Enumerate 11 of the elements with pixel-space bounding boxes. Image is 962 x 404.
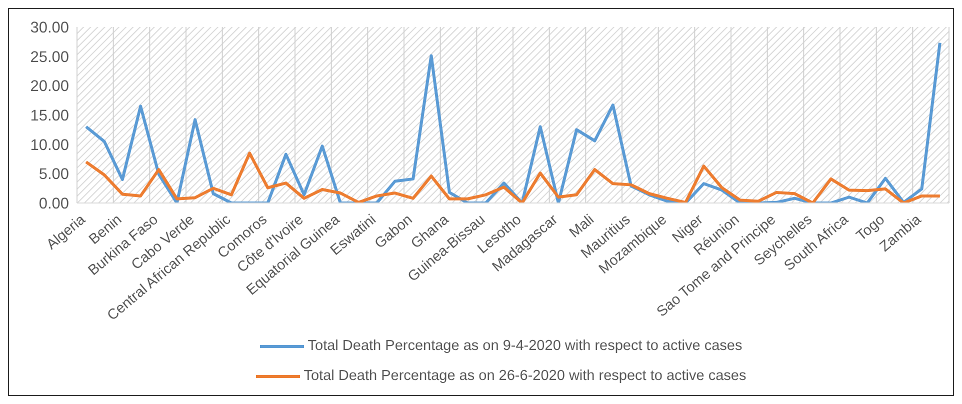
y-tick-label: 10.00: [30, 136, 70, 154]
y-tick-label: 20.00: [30, 78, 70, 96]
legend-label: Total Death Percentage as on 9-4-2020 with respect to active cases: [308, 337, 742, 356]
y-tick-label: 0.00: [38, 196, 70, 213]
legend-label: Total Death Percentage as on 26-6-2020 with respect to active cases: [304, 367, 746, 386]
y-tick-label: 30.00: [30, 20, 70, 37]
line-series: [84, 41, 942, 203]
y-tick-label: 25.00: [30, 48, 70, 66]
y-tick-label: 5.00: [38, 166, 70, 184]
line-series: [84, 152, 942, 203]
y-tick-label: 15.00: [30, 108, 70, 125]
